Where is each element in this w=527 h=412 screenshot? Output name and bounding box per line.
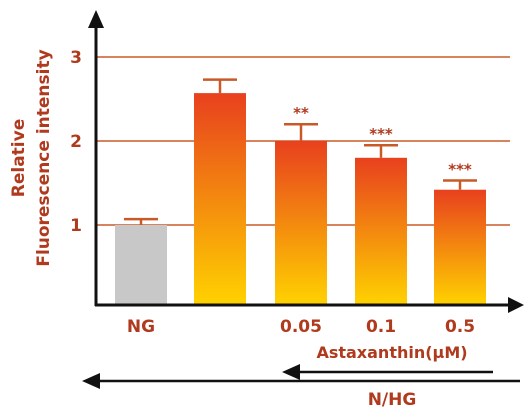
y-axis-label-line-1: Relative	[9, 119, 29, 197]
astaxanthin-group-label: Astaxanthin(μM)	[316, 343, 467, 362]
bar-3	[355, 157, 407, 305]
bar-1	[194, 93, 246, 306]
y-axis-arrowhead	[88, 10, 104, 28]
x-tick-labels: NG 0.05 0.1 0.5	[127, 317, 475, 337]
error-bar-2	[284, 122, 318, 141]
error-bar-3	[364, 143, 398, 158]
significance-labels: ********	[293, 104, 472, 178]
error-bar-4	[443, 179, 477, 190]
x-axis-arrowhead	[508, 297, 524, 313]
y-tick-labels: 1 2 3	[70, 48, 82, 236]
x-tick-label-0: NG	[127, 317, 155, 337]
y-tick-label-1: 1	[70, 216, 82, 236]
bar-0	[115, 225, 167, 305]
x-tick-label-3: 0.1	[366, 317, 396, 337]
error-bars	[124, 78, 477, 225]
bar-2	[275, 141, 327, 305]
y-axis-label-line-2: Fluorescence intensity	[34, 49, 54, 266]
error-bar-0	[124, 217, 158, 225]
x-tick-label-4: 0.5	[445, 317, 475, 337]
significance-label-4: ***	[448, 160, 472, 178]
y-tick-label-2: 2	[70, 132, 82, 152]
y-tick-label-3: 3	[70, 48, 82, 68]
nhg-arrowhead	[82, 373, 100, 389]
error-bar-1	[203, 78, 237, 94]
bars	[115, 93, 486, 306]
significance-label-3: ***	[369, 125, 393, 143]
astaxanthin-arrowhead	[282, 364, 300, 380]
x-tick-label-2: 0.05	[280, 317, 322, 337]
nhg-group-label: N/HG	[368, 390, 417, 410]
bar-4	[434, 189, 486, 305]
significance-label-2: **	[293, 104, 309, 122]
